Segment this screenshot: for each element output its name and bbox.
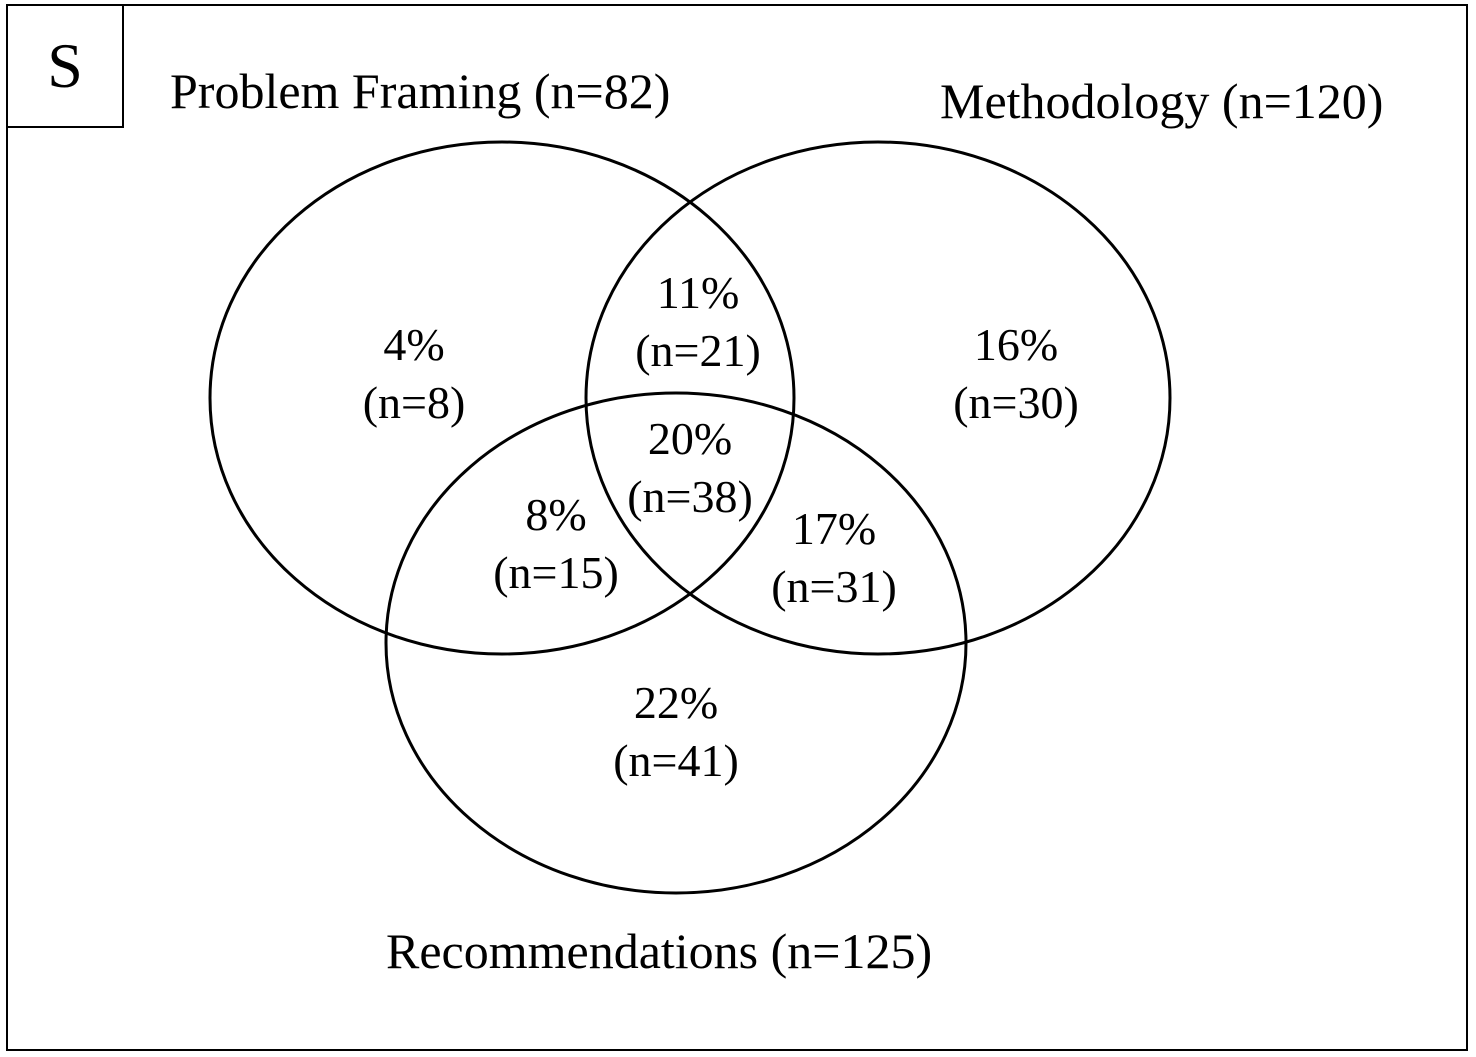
region-recommendations-only: 22% (n=41) <box>613 674 739 790</box>
circle-methodology <box>584 140 1172 656</box>
region-problem-framing-recommendations: 8% (n=15) <box>493 486 619 602</box>
set-label-problem-framing: Problem Framing (n=82) <box>170 63 671 119</box>
region-problem-framing-methodology: 11% (n=21) <box>635 264 761 380</box>
region-pct: 16% <box>973 319 1059 370</box>
region-count: (n=38) <box>627 471 753 522</box>
region-count: (n=15) <box>493 547 619 598</box>
region-count: (n=8) <box>362 377 466 428</box>
region-problem-framing-only: 4% (n=8) <box>363 316 466 432</box>
region-methodology-only: 16% (n=30) <box>953 316 1079 432</box>
region-pct: 4% <box>383 319 445 370</box>
circle-problem-framing <box>208 140 796 656</box>
region-pct: 11% <box>656 267 740 318</box>
region-count: (n=30) <box>953 377 1079 428</box>
region-pct: 20% <box>647 413 733 464</box>
region-all-three: 20% (n=38) <box>627 410 753 526</box>
set-label-recommendations: Recommendations (n=125) <box>386 923 933 979</box>
region-pct: 22% <box>633 677 719 728</box>
panel-label: S <box>6 4 124 128</box>
region-pct: 8% <box>525 489 587 540</box>
set-label-methodology: Methodology (n=120) <box>940 73 1384 129</box>
region-pct: 17% <box>791 503 877 554</box>
region-count: (n=41) <box>613 735 739 786</box>
region-methodology-recommendations: 17% (n=31) <box>771 500 897 616</box>
region-count: (n=31) <box>771 561 897 612</box>
circle-recommendations <box>384 391 968 895</box>
region-count: (n=21) <box>635 325 761 376</box>
